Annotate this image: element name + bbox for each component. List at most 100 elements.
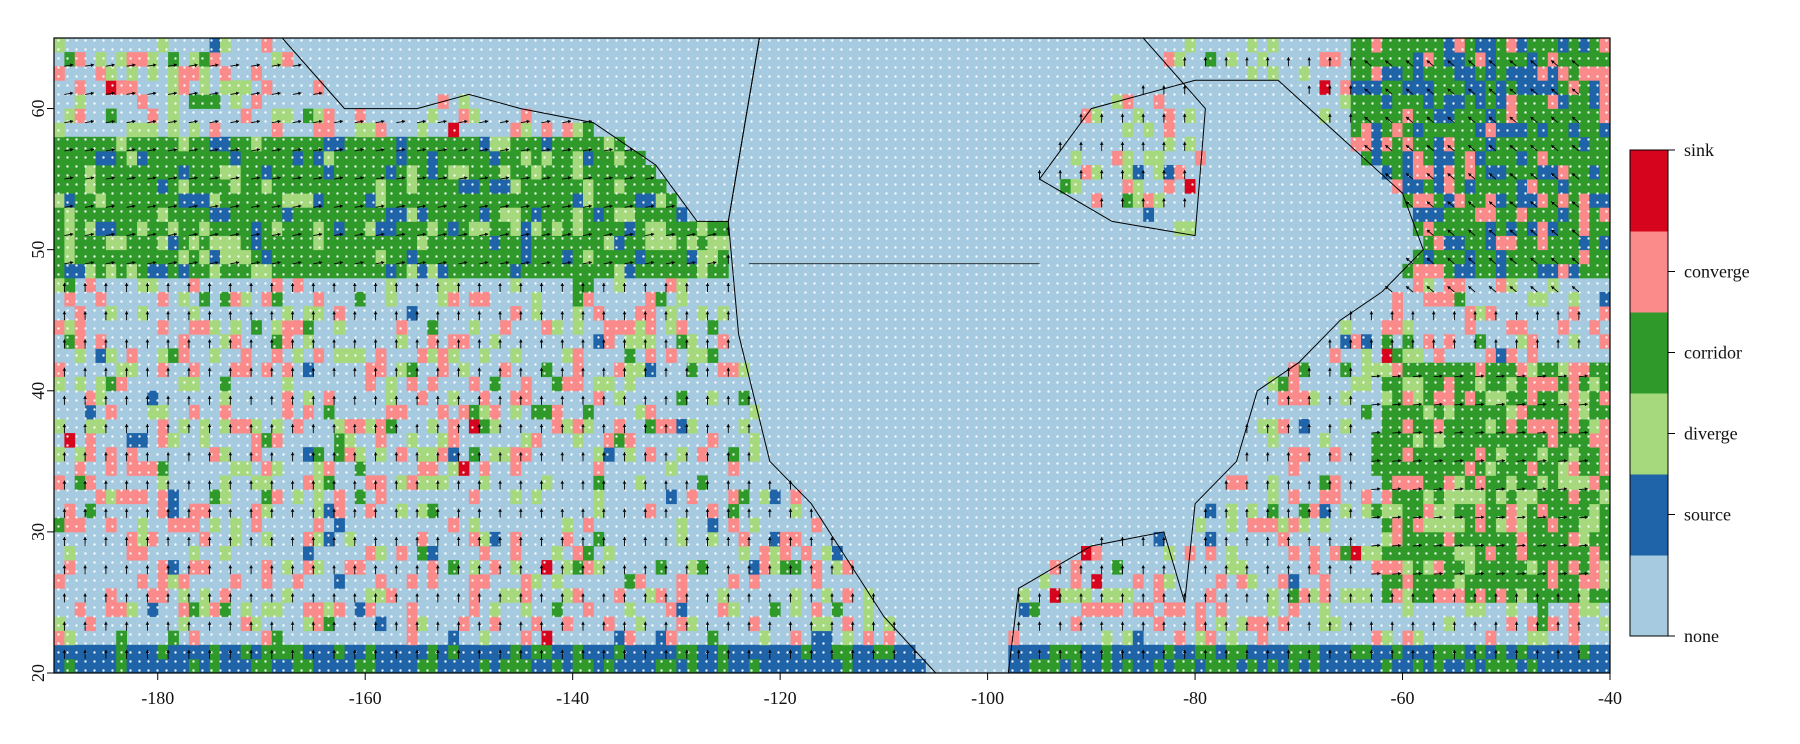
flow-arrow-head <box>1348 480 1353 484</box>
flow-arrow-head <box>1141 593 1145 597</box>
flow-arrow-head <box>1556 339 1560 343</box>
flow-arrow-head <box>153 261 157 265</box>
flow-arrow-head <box>1348 508 1353 512</box>
flow-arrow-head <box>1584 430 1588 435</box>
flow-arrow-head <box>1286 57 1291 61</box>
flow-arrow-head <box>415 649 419 653</box>
flow-arrow-head <box>726 508 731 512</box>
flow-arrow-head <box>249 395 253 399</box>
flow-arrow-head <box>228 395 233 399</box>
flow-arrow-head <box>124 649 129 653</box>
flow-arrow-head <box>83 649 87 653</box>
flow-arrow-head <box>1245 480 1249 484</box>
flow-arrow-head <box>166 339 170 343</box>
flow-arrow-head <box>256 261 260 265</box>
flow-arrow-head <box>498 593 502 597</box>
flow-arrow-head <box>560 424 565 428</box>
flow-arrow-head <box>443 261 447 265</box>
flow-arrow-head <box>1162 621 1166 625</box>
flow-arrow-head <box>277 204 281 209</box>
flow-arrow-head <box>436 649 440 653</box>
flow-arrow-head <box>1460 515 1464 519</box>
flow-arrow-head <box>215 63 219 67</box>
flow-arrow-head <box>290 395 295 399</box>
flow-arrow-head <box>1572 258 1576 262</box>
flow-arrow-head <box>83 593 87 597</box>
flow-arrow-head <box>622 593 627 597</box>
flow-arrow-head <box>1203 565 1208 569</box>
y-tick-label: 20 <box>28 664 48 682</box>
flow-arrow-head <box>1481 487 1485 491</box>
flow-arrow-head <box>1452 311 1457 315</box>
flow-arrow-head <box>228 452 233 456</box>
flow-arrow-head <box>1286 452 1291 456</box>
flow-arrow-head <box>643 339 648 343</box>
flow-arrow-head <box>132 232 136 237</box>
flow-arrow-head <box>207 480 212 484</box>
flow-arrow-head <box>830 565 834 569</box>
flow-arrow-head <box>1203 537 1208 540</box>
flow-arrow-head <box>1509 116 1514 121</box>
legend-frame <box>1629 149 1669 637</box>
flow-arrow-head <box>1058 621 1062 625</box>
flow-arrow-head <box>153 148 157 152</box>
flow-arrow-head <box>1514 311 1519 315</box>
flow-arrow-head <box>153 91 157 96</box>
flow-arrow-head <box>685 311 689 315</box>
flow-arrow-head <box>166 283 170 286</box>
flow-arrow-head <box>547 148 551 152</box>
flow-arrow-head <box>124 537 129 540</box>
flow-arrow-head <box>353 537 357 540</box>
flow-arrow-head <box>83 537 87 540</box>
flow-arrow-head <box>228 593 233 597</box>
flow-arrow-head <box>339 119 343 124</box>
flow-arrow-head <box>270 621 274 625</box>
flow-arrow-head <box>290 452 295 456</box>
flow-arrow-head <box>685 452 689 456</box>
flow-arrow-head <box>1447 258 1451 262</box>
flow-arrow-head <box>381 176 385 180</box>
flow-arrow-head <box>270 565 274 569</box>
flow-arrow-head <box>477 283 482 286</box>
flow-arrow-head <box>104 508 108 512</box>
flow-arrow-head <box>194 63 198 67</box>
flow-arrow-head <box>1584 515 1588 519</box>
flow-arrow-head <box>1468 173 1472 177</box>
flow-arrow-head <box>104 649 108 653</box>
flow-arrow-head <box>1530 145 1534 149</box>
flow-arrow-head <box>145 593 150 597</box>
flow-arrow-head <box>1099 113 1104 117</box>
flow-arrow-head <box>415 367 419 371</box>
flow-arrow-head <box>1535 621 1540 625</box>
flow-arrow-head <box>311 339 316 343</box>
flow-arrow-head <box>685 480 689 484</box>
flow-arrow-head <box>249 565 253 569</box>
flow-arrow-head <box>622 537 627 540</box>
flow-arrow-head <box>104 537 108 540</box>
flow-arrow-head <box>664 593 668 597</box>
flow-arrow-head <box>1447 173 1451 177</box>
flow-arrow-head <box>609 204 613 209</box>
flow-arrow-head <box>360 261 364 265</box>
flow-arrow-head <box>1398 515 1402 519</box>
flow-arrow-head <box>104 424 108 428</box>
flow-arrow-head <box>1460 459 1464 463</box>
flow-arrow-head <box>436 283 440 286</box>
flow-arrow-head <box>788 537 793 540</box>
flow-arrow-head <box>332 565 336 569</box>
flow-arrow-head <box>70 119 74 124</box>
flow-arrow-head <box>1203 593 1208 597</box>
flow-arrow-head <box>124 367 129 371</box>
flow-arrow-head <box>539 593 544 597</box>
flow-arrow-head <box>498 649 502 653</box>
flow-arrow-head <box>70 91 74 96</box>
flow-arrow-head <box>83 452 87 456</box>
flow-arrow-head <box>1390 311 1394 315</box>
flow-arrow-head <box>726 311 731 315</box>
flow-arrow-head <box>1406 88 1410 92</box>
flow-arrow-head <box>526 261 530 265</box>
flow-arrow-head <box>235 261 240 265</box>
flow-arrow-head <box>1556 311 1560 315</box>
flow-arrow-head <box>339 176 343 180</box>
flow-arrow-head <box>215 261 219 265</box>
